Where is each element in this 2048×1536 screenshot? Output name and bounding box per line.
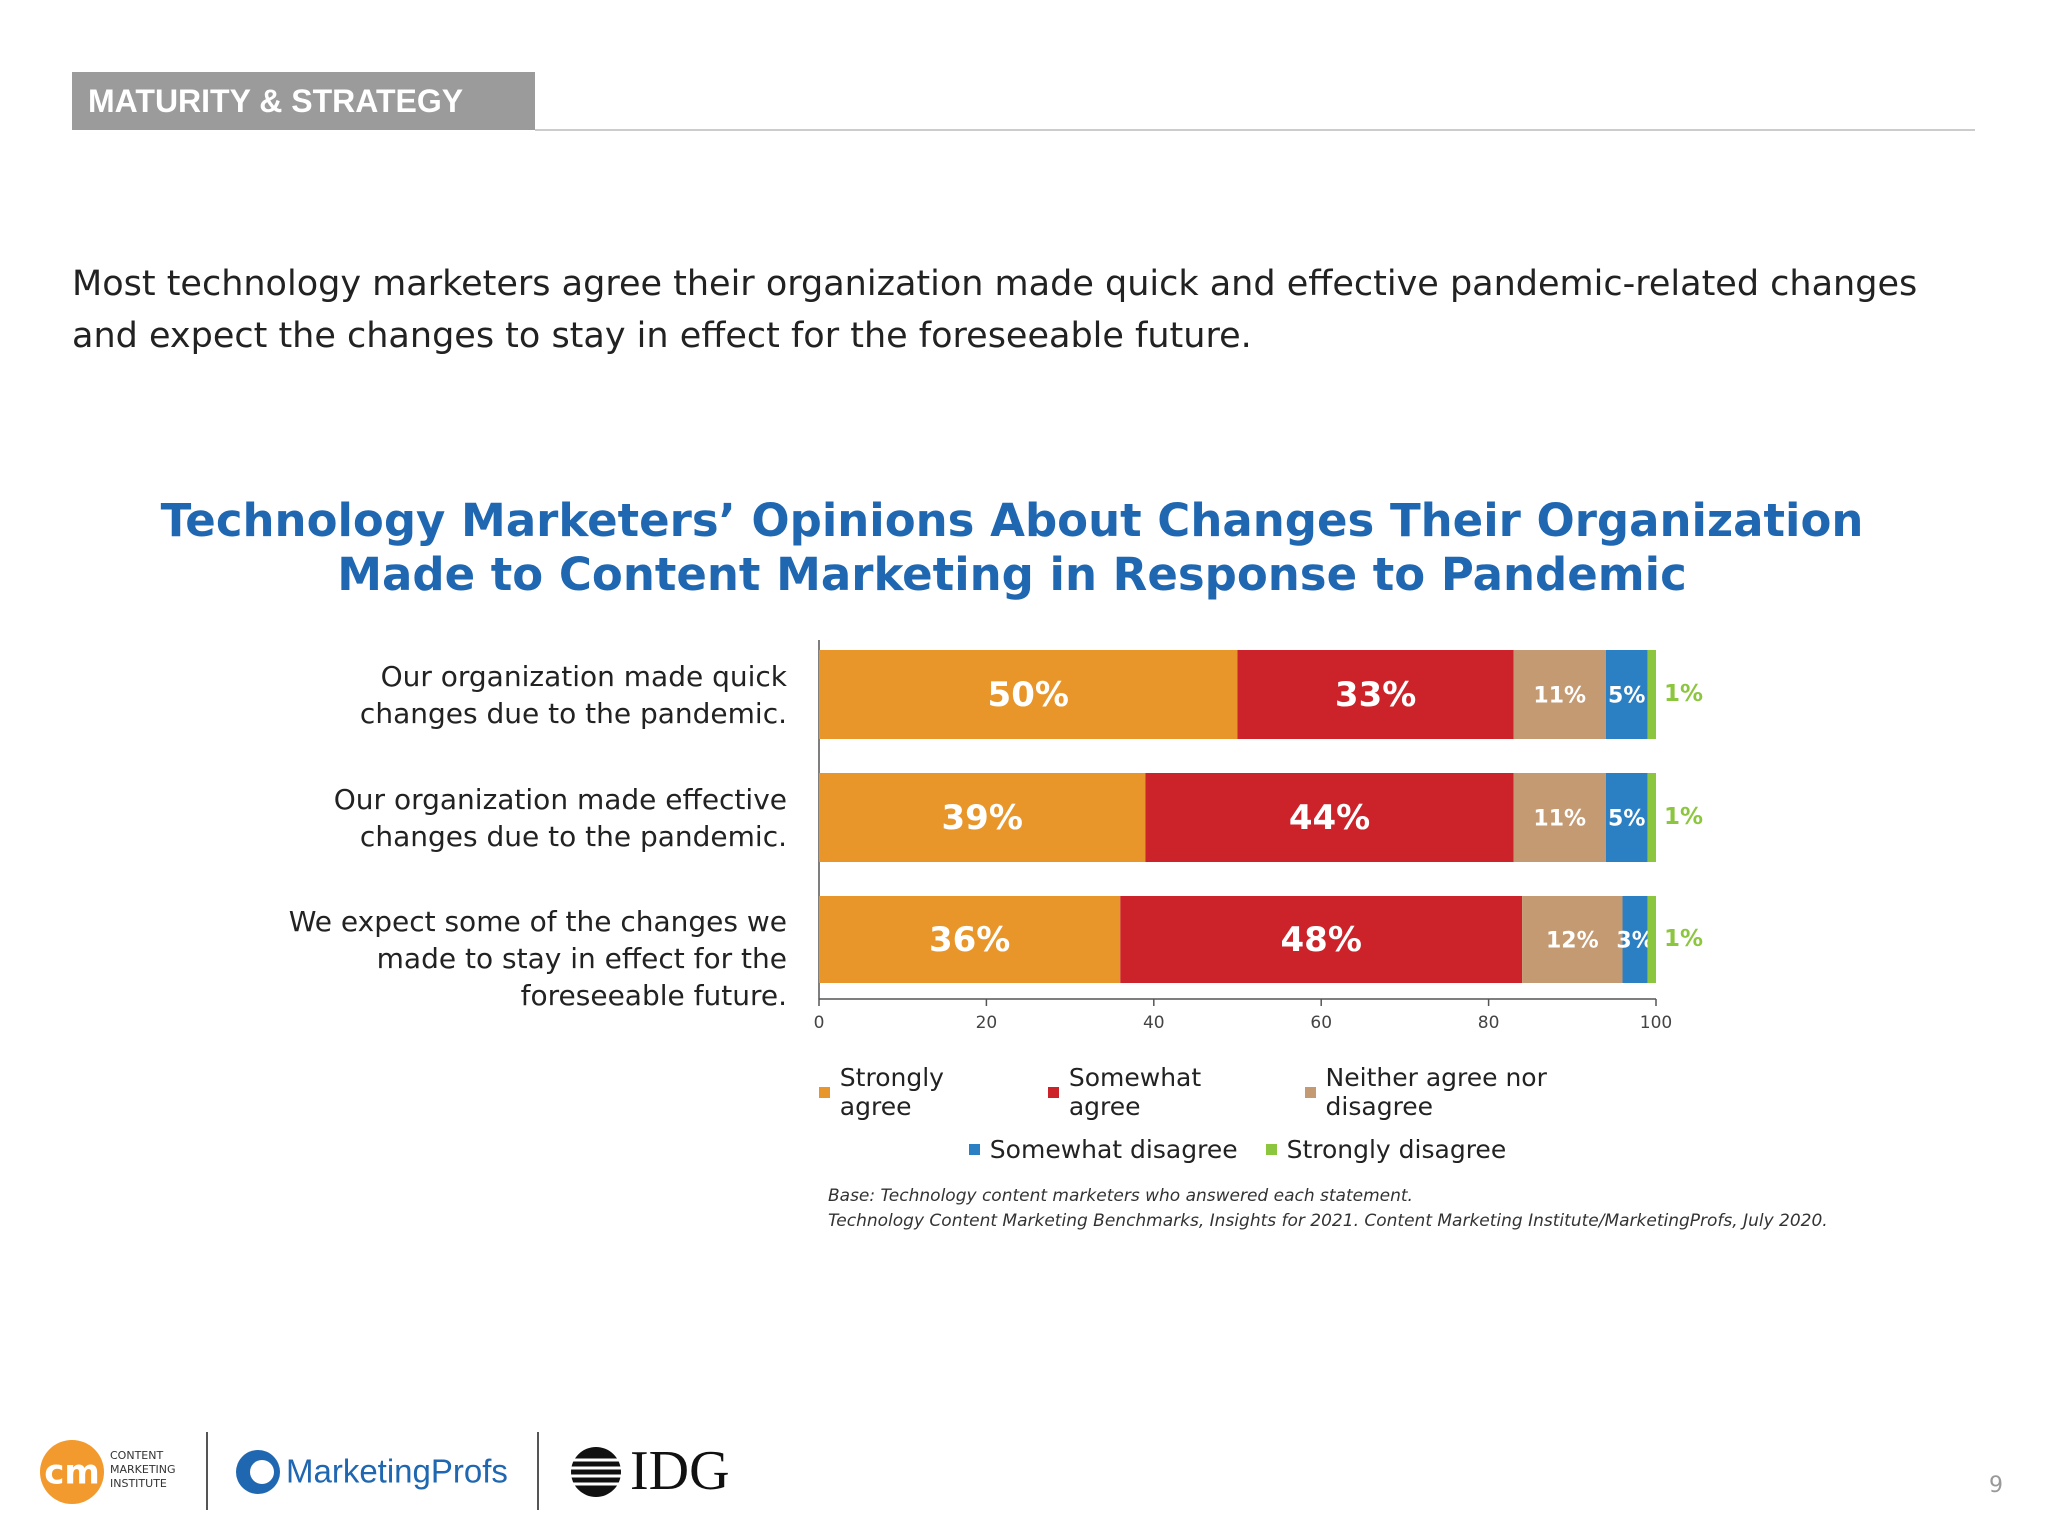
bar-segment — [1522, 896, 1623, 983]
idg-text: IDG — [630, 1440, 730, 1502]
value-label: 1% — [1664, 926, 1703, 952]
bar-segment — [1145, 773, 1514, 862]
cmi-name: INSTITUTE — [110, 1477, 167, 1490]
legend-swatch — [819, 1086, 830, 1098]
value-label: 5% — [1608, 684, 1645, 709]
value-label: 11% — [1533, 684, 1586, 709]
legend-swatch — [1265, 1144, 1277, 1155]
value-label: 5% — [1608, 807, 1645, 832]
bar-segment — [1647, 896, 1656, 983]
bar-segment — [1513, 650, 1606, 739]
legend-item: Neither agree nor disagree — [1304, 1063, 1656, 1121]
legend-label: Strongly agree — [839, 1063, 944, 1121]
legend-item: Strongly disagree — [1265, 1135, 1507, 1164]
legend-label: Somewhat disagree — [989, 1135, 1238, 1164]
value-label: 33% — [1335, 675, 1416, 715]
legend-row: Strongly agree Somewhat agree Neither agre… — [819, 1063, 1656, 1121]
value-label: 1% — [1664, 681, 1703, 707]
legend-item: Somewhat agree — [1048, 1063, 1277, 1121]
category-label: Our organization made effective changes … — [333, 782, 787, 853]
x-tick-label: 0 — [814, 1013, 825, 1033]
legend-row: Somewhat disagree Strongly disagree — [819, 1135, 1656, 1164]
legend-label: Neither agree nor disagree — [1325, 1063, 1547, 1121]
source-note: Technology Content Marketing Benchmarks,… — [828, 1211, 1828, 1231]
bar-segment — [1605, 650, 1648, 739]
x-tick-label: 100 — [1640, 1013, 1672, 1033]
bar-segment — [1237, 650, 1514, 739]
section-header: MATURITY & STRATEGY — [72, 72, 535, 130]
legend: Strongly agree Somewhat agree Neither agre… — [819, 1063, 1656, 1164]
x-tick-label: 60 — [1310, 1013, 1332, 1033]
legend-label: Somewhat agree — [1068, 1063, 1202, 1121]
x-tick-label: 40 — [1143, 1013, 1165, 1033]
mprofs-logo — [250, 1460, 274, 1484]
header-rule — [535, 129, 1975, 131]
cmi-name: MARKETING — [110, 1463, 176, 1476]
bar-segment — [1513, 773, 1606, 862]
bar-segment — [1605, 773, 1648, 862]
bar-segment — [1647, 650, 1656, 739]
intro-text: Most technology marketers agree their or… — [72, 264, 1918, 356]
mprofs-text: MarketingProfs — [286, 1453, 508, 1490]
value-label: 39% — [942, 798, 1023, 838]
cmi-logo-text: cm — [44, 1453, 100, 1493]
value-label: 36% — [929, 920, 1010, 960]
value-label: 1% — [1664, 804, 1703, 830]
page-number: 9 — [1989, 1473, 2003, 1498]
category-label: Our organization made quick changes due … — [359, 659, 787, 730]
legend-swatch — [1304, 1086, 1316, 1098]
legend-swatch — [968, 1144, 980, 1155]
legend-item: Strongly agree — [819, 1063, 1020, 1121]
x-tick-label: 20 — [976, 1013, 998, 1033]
cmi-name: CONTENT — [110, 1449, 163, 1462]
bar-segment — [1120, 896, 1523, 983]
category-label: We expect some of the changes we made to… — [288, 904, 787, 1012]
bar-segment — [819, 650, 1238, 739]
value-label: 50% — [988, 675, 1069, 715]
bar-segment — [819, 773, 1146, 862]
bar-segment — [1647, 773, 1656, 862]
bar-segment — [1622, 896, 1648, 983]
chart-title: Technology Marketers’ Opinions About Cha… — [161, 494, 1864, 547]
cmi-logo — [40, 1440, 104, 1504]
value-label: 12% — [1546, 929, 1599, 954]
idg-globe — [566, 1447, 626, 1497]
legend-label: Strongly disagree — [1286, 1135, 1507, 1164]
x-tick-label: 80 — [1478, 1013, 1500, 1033]
bar-segment — [819, 896, 1121, 983]
value-label: 48% — [1281, 920, 1362, 960]
legend-item: Somewhat disagree — [968, 1135, 1238, 1164]
value-label: 11% — [1533, 807, 1586, 832]
legend-swatch — [1048, 1086, 1059, 1098]
chart-title: Made to Content Marketing in Response to… — [337, 548, 1687, 601]
source-note: Base: Technology content marketers who a… — [828, 1186, 1413, 1206]
value-label: 3% — [1616, 929, 1653, 954]
value-label: 44% — [1289, 798, 1370, 838]
